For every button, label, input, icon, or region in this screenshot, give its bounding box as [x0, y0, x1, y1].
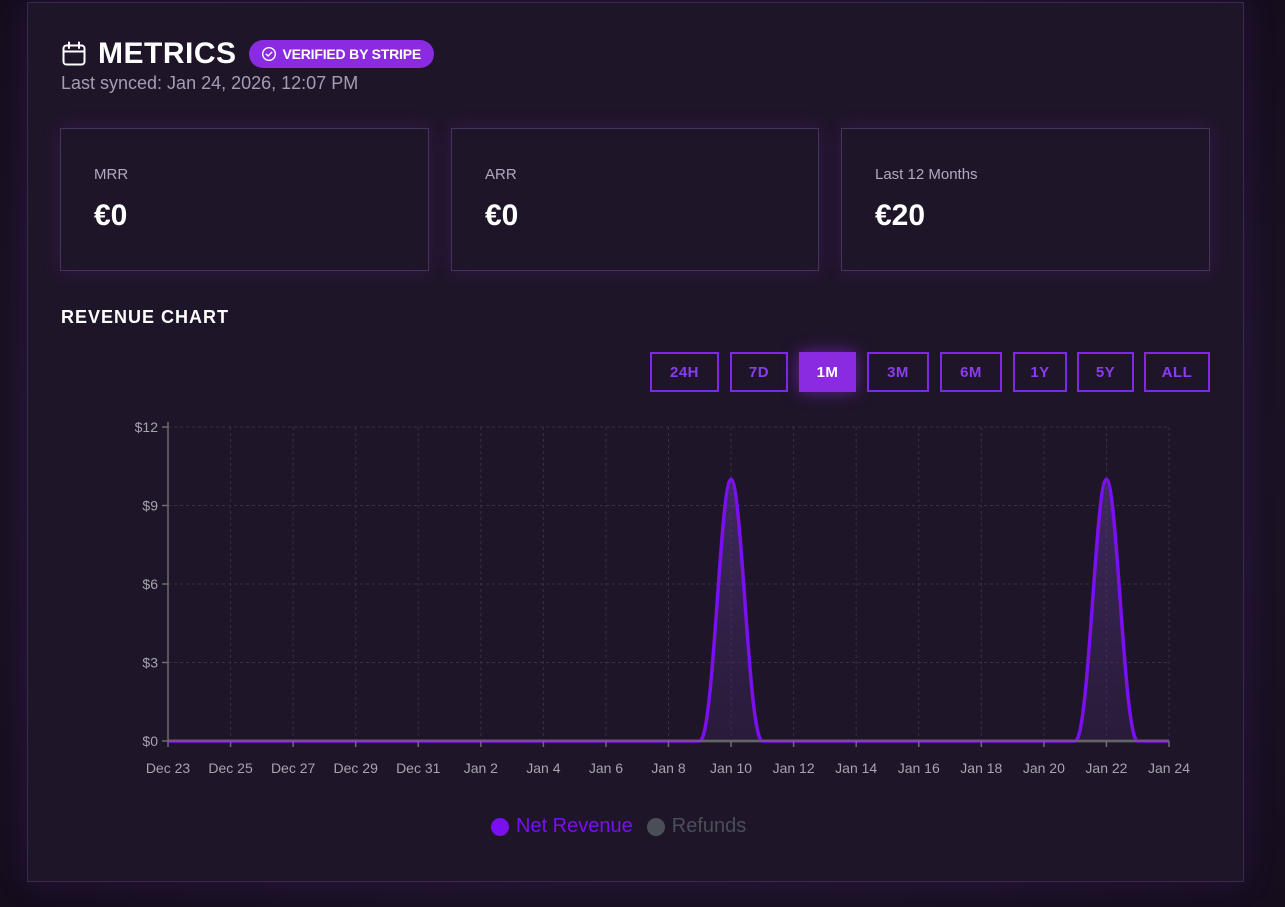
revenue-chart-title: REVENUE CHART	[61, 307, 230, 327]
y-tick-label-2: $6	[142, 576, 158, 592]
x-tick-label-15: Jan 22	[1085, 760, 1127, 776]
last-synced-text: Last synced: Jan 24, 2026, 12:07 PM	[61, 73, 359, 93]
legend-item-net-revenue[interactable]: Net Revenue	[491, 815, 633, 838]
x-tick-label-0: Dec 23	[146, 760, 191, 776]
legend-dot-refunds	[646, 817, 665, 836]
y-tick-label-0: $0	[142, 733, 158, 749]
legend-item-refunds[interactable]: Refunds	[646, 815, 747, 838]
x-tick-label-14: Jan 20	[1023, 760, 1065, 776]
chart-legend: Net Revenue Refunds	[491, 815, 760, 838]
mrr-card: MRR €0	[60, 128, 429, 271]
x-tick-label-1: Dec 25	[208, 760, 253, 776]
last-12-months-label: Last 12 Months	[875, 166, 978, 183]
range-button-all[interactable]: ALL	[1144, 352, 1210, 392]
metrics-header: METRICS VERIFIED BY STRIPE	[61, 37, 435, 71]
x-tick-label-7: Jan 6	[589, 760, 623, 776]
mrr-label: MRR	[94, 166, 129, 183]
arr-label: ARR	[485, 166, 517, 183]
time-range-selector: 24H 7D 1M 3M 6M 1Y 5Y ALL	[28, 352, 1243, 394]
range-button-3m[interactable]: 3M	[867, 352, 929, 392]
x-tick-label-16: Jan 24	[1148, 760, 1190, 776]
arr-value: €0	[485, 199, 519, 232]
x-tick-label-5: Jan 2	[464, 760, 498, 776]
y-tick-label-4: $12	[135, 419, 159, 435]
last-12-months-card: Last 12 Months €20	[841, 128, 1210, 271]
x-tick-label-11: Jan 14	[835, 760, 877, 776]
x-tick-label-3: Dec 29	[334, 760, 379, 776]
check-circle-icon	[261, 46, 277, 62]
range-button-5y[interactable]: 5Y	[1077, 352, 1134, 392]
range-button-1m[interactable]: 1M	[799, 352, 856, 392]
calendar-icon	[61, 41, 87, 67]
x-tick-label-2: Dec 27	[271, 760, 316, 776]
mrr-value: €0	[94, 199, 128, 232]
arr-card: ARR €0	[451, 128, 819, 271]
x-tick-label-12: Jan 16	[898, 760, 940, 776]
metrics-panel: METRICS VERIFIED BY STRIPE Last synced: …	[27, 2, 1244, 882]
x-tick-label-6: Jan 4	[526, 760, 560, 776]
page-title: METRICS	[98, 37, 237, 70]
y-tick-label-1: $3	[142, 655, 158, 671]
verified-badge-label: VERIFIED BY STRIPE	[282, 46, 422, 62]
range-button-7d[interactable]: 7D	[730, 352, 788, 392]
legend-label-net-revenue: Net Revenue	[516, 815, 633, 837]
x-tick-label-4: Dec 31	[396, 760, 441, 776]
x-tick-label-13: Jan 18	[960, 760, 1002, 776]
range-button-24h[interactable]: 24H	[650, 352, 719, 392]
legend-label-refunds: Refunds	[671, 815, 747, 837]
range-button-6m[interactable]: 6M	[940, 352, 1002, 392]
x-tick-label-9: Jan 10	[710, 760, 752, 776]
last-12-months-value: €20	[875, 199, 926, 232]
legend-dot-net-revenue	[491, 817, 509, 836]
x-tick-label-8: Jan 8	[651, 760, 685, 776]
revenue-chart: $0 $3 $6 $9 $12 Dec 23 Dec 25 Dec 27 Dec 29 Dec 3…	[135, 419, 1191, 776]
range-button-1y[interactable]: 1Y	[1013, 352, 1067, 392]
y-tick-label-3: $9	[142, 498, 158, 514]
x-tick-label-10: Jan 12	[773, 760, 815, 776]
verified-badge: VERIFIED BY STRIPE	[248, 40, 435, 68]
